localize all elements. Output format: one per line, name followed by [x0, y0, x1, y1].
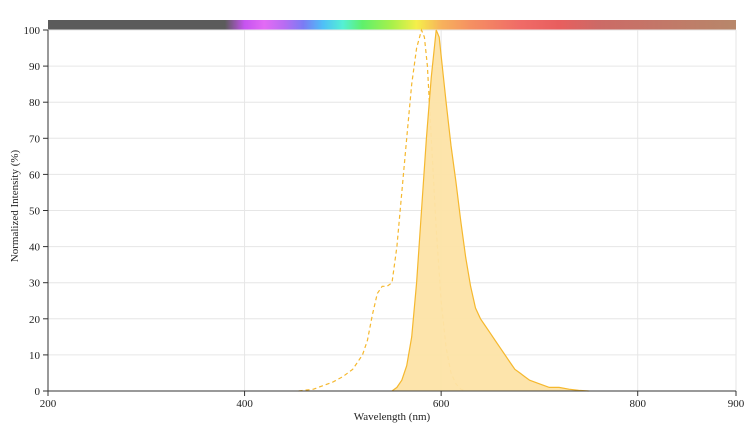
- y-axis-title: Normalized Intensity (%): [9, 149, 21, 262]
- grid: [48, 29, 737, 391]
- y-tick-label: 80: [29, 97, 41, 109]
- x-tick-label: 400: [236, 398, 253, 410]
- x-tick-label: 600: [433, 398, 450, 410]
- x-tick-label: 800: [629, 398, 646, 410]
- x-tick-label: 200: [40, 398, 57, 410]
- y-tick-label: 60: [29, 169, 41, 181]
- y-tick-label: 90: [29, 61, 41, 73]
- emission-line: [391, 29, 589, 392]
- y-tick-label: 40: [29, 242, 41, 254]
- x-axis-title: Wavelength (nm): [354, 411, 431, 423]
- spectrum-bar: [48, 20, 736, 30]
- emission-area: [392, 30, 589, 391]
- y-tick-label: 100: [24, 25, 41, 37]
- series-layer: [298, 28, 589, 392]
- x-tick-label: 900: [728, 398, 745, 410]
- y-tick-label: 0: [35, 386, 41, 398]
- y-tick-label: 20: [29, 314, 41, 326]
- y-tick-label: 50: [29, 206, 41, 218]
- y-tick-label: 70: [29, 133, 41, 145]
- y-tick-label: 10: [29, 350, 41, 362]
- y-tick-label: 30: [29, 278, 41, 290]
- axes: 200 400 600 800 900 0 10 20 30 40 50 60 70 80 90 100: [24, 25, 745, 410]
